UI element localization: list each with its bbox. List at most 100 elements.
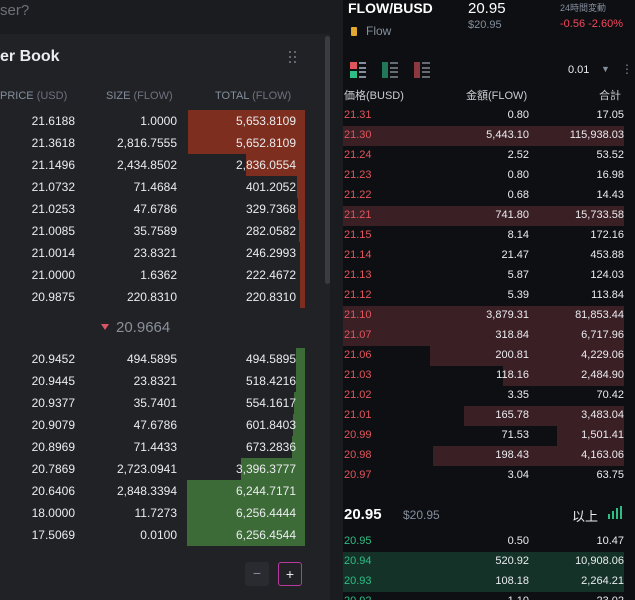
depth-bar: [343, 206, 624, 226]
depth-bar: [343, 572, 624, 592]
layout-asks-icon[interactable]: [414, 62, 430, 78]
bid-row[interactable]: 20.92 1.10 23.02: [343, 592, 635, 600]
depth-bar: [187, 524, 305, 546]
bid-row[interactable]: 20.93 108.18 2,264.21: [343, 572, 635, 592]
bid-row[interactable]: 20.95 0.50 10.47: [343, 532, 635, 552]
price-cell: 21.31: [344, 109, 372, 121]
bid-row[interactable]: 20.6406 2,848.3394 6,244.7171: [0, 480, 305, 502]
current-price-usd: $20.95: [403, 508, 440, 522]
drag-handle-icon[interactable]: [289, 51, 299, 65]
bid-row[interactable]: 20.9377 35.7401 554.1617: [0, 392, 305, 414]
ask-row[interactable]: 20.99 71.53 1,501.41: [343, 426, 635, 446]
depth-bar: [241, 458, 305, 480]
ask-row[interactable]: 21.10 3,879.31 81,853.44: [343, 306, 635, 326]
chevron-down-icon[interactable]: ▼: [601, 64, 610, 74]
size-cell: 23.8321: [133, 374, 177, 388]
current-price: 20.95: [344, 506, 382, 523]
ask-row[interactable]: 21.0085 35.7589 282.0582: [0, 220, 305, 242]
size-cell: 1.0000: [140, 114, 177, 128]
amount-cell: 3.04: [507, 469, 529, 481]
size-cell: 35.7401: [133, 396, 177, 410]
ask-row[interactable]: 21.15 8.14 172.16: [343, 226, 635, 246]
ask-row[interactable]: 20.9875 220.8310 220.8310: [0, 286, 305, 308]
ask-row[interactable]: 21.6188 1.0000 5,653.8109: [0, 110, 305, 132]
ask-row[interactable]: 21.07 318.84 6,717.96: [343, 326, 635, 346]
price-cell: 21.12: [344, 289, 372, 301]
ask-row[interactable]: 21.03 118.16 2,484.90: [343, 366, 635, 386]
bid-row[interactable]: 17.5069 0.0100 6,256.4544: [0, 524, 305, 546]
ask-row[interactable]: 21.06 200.81 4,229.06: [343, 346, 635, 366]
amount-cell: 3,879.31: [486, 309, 529, 321]
ask-row[interactable]: 21.01 165.78 3,483.04: [343, 406, 635, 426]
total-cell: 6,717.96: [581, 329, 624, 341]
pair-name[interactable]: FLOW/BUSD: [348, 0, 433, 16]
mid-price-value: 20.9664: [116, 319, 171, 336]
size-cell: 71.4684: [133, 180, 177, 194]
ask-row[interactable]: 21.0014 23.8321 246.2993: [0, 242, 305, 264]
layout-both-icon[interactable]: [350, 62, 366, 78]
bid-row[interactable]: 20.9445 23.8321 518.4216: [0, 370, 305, 392]
zoom-in-button[interactable]: +: [278, 562, 302, 586]
bid-row[interactable]: 18.0000 11.7273 6,256.4444: [0, 502, 305, 524]
column-header-size: SIZE (FLOW): [106, 90, 173, 102]
total-cell: 53.52: [596, 149, 624, 161]
bid-row[interactable]: 20.7869 2,723.0941 3,396.3777: [0, 458, 305, 480]
ask-row[interactable]: 21.24 2.52 53.52: [343, 146, 635, 166]
amount-cell: 5,443.10: [486, 129, 529, 141]
ask-row[interactable]: 21.21 741.80 15,733.58: [343, 206, 635, 226]
total-cell: 2,264.21: [581, 575, 624, 587]
ask-row[interactable]: 21.30 5,443.10 115,938.03: [343, 126, 635, 146]
ask-row[interactable]: 21.0732 71.4684 401.2052: [0, 176, 305, 198]
size-cell: 2,816.7555: [116, 136, 177, 150]
zoom-out-button[interactable]: −: [245, 562, 269, 586]
coin-name: Flow: [351, 24, 391, 38]
bid-row[interactable]: 20.9079 47.6786 601.8403: [0, 414, 305, 436]
ask-row[interactable]: 20.98 198.43 4,163.06: [343, 446, 635, 466]
price-cell: 17.5069: [31, 528, 75, 542]
depth-bar: [292, 436, 305, 458]
size-cell: 2,848.3394: [116, 484, 177, 498]
price-cell: 21.0085: [31, 224, 75, 238]
amount-cell: 71.53: [501, 429, 529, 441]
amount-cell: 165.78: [495, 409, 529, 421]
amount-cell: 5.87: [507, 269, 529, 281]
ask-row[interactable]: 21.22 0.68 14.43: [343, 186, 635, 206]
scrollbar[interactable]: [325, 36, 330, 284]
bid-row[interactable]: 20.9452 494.5895 494.5895: [0, 348, 305, 370]
ask-row[interactable]: 21.14 21.47 453.88: [343, 246, 635, 266]
amount-cell: 0.80: [507, 169, 529, 181]
price-cell: 20.98: [344, 449, 372, 461]
more-options-icon[interactable]: ⋮: [621, 62, 633, 76]
depth-bar: [463, 406, 624, 426]
ask-row[interactable]: 21.02 3.35 70.42: [343, 386, 635, 406]
price-cell: 21.0000: [31, 268, 75, 282]
ask-row[interactable]: 21.1496 2,434.8502 2,836.0554: [0, 154, 305, 176]
depth-bar: [187, 480, 305, 502]
price-cell: 21.14: [344, 249, 372, 261]
ask-row[interactable]: 21.0000 1.6362 222.4672: [0, 264, 305, 286]
ask-row[interactable]: 21.12 5.39 113.84: [343, 286, 635, 306]
layout-bids-icon[interactable]: [382, 62, 398, 78]
size-cell: 2,434.8502: [116, 158, 177, 172]
depth-bar: [300, 242, 305, 264]
ask-row[interactable]: 21.3618 2,816.7555 5,652.8109: [0, 132, 305, 154]
ask-row[interactable]: 21.0253 47.6786 329.7368: [0, 198, 305, 220]
more-link[interactable]: 以上: [572, 509, 599, 524]
tick-size-select[interactable]: 0.01: [568, 64, 590, 76]
price-cell: 21.23: [344, 169, 372, 181]
ask-row[interactable]: 21.31 0.80 17.05: [343, 106, 635, 126]
ask-row[interactable]: 20.97 3.04 63.75: [343, 466, 635, 486]
total-cell: 10.47: [596, 535, 624, 547]
ask-row[interactable]: 21.23 0.80 16.98: [343, 166, 635, 186]
price-cell: 20.99: [344, 429, 372, 441]
bid-row[interactable]: 20.94 520.92 10,908.06: [343, 552, 635, 572]
price-cell: 20.97: [344, 469, 372, 481]
price-cell: 21.24: [344, 149, 372, 161]
ask-row[interactable]: 21.13 5.87 124.03: [343, 266, 635, 286]
total-cell: 4,229.06: [581, 349, 624, 361]
order-book-panel: ser? er Book PRICE (USD) SIZE (FLOW) TOT…: [0, 2, 330, 586]
search-input[interactable]: ser?: [0, 2, 30, 19]
total-cell: 2,836.0554: [235, 158, 296, 172]
bid-row[interactable]: 20.8969 71.4433 673.2836: [0, 436, 305, 458]
total-cell: 172.16: [590, 229, 624, 241]
